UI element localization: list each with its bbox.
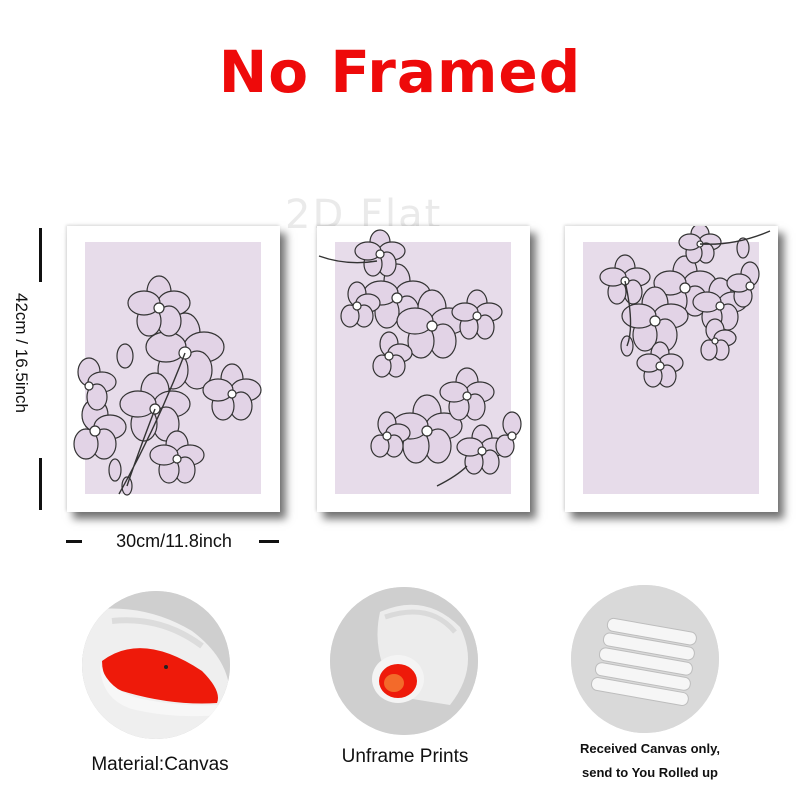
width-dimension-line-right xyxy=(259,540,279,543)
panel-right xyxy=(565,226,778,512)
caption-unframe: Unframe Prints xyxy=(341,746,469,767)
panel-middle xyxy=(317,226,530,512)
orchid-cluster-icon xyxy=(318,229,522,494)
caption-rolled-line2: send to You Rolled up xyxy=(581,765,719,780)
rolled-tubes-icon xyxy=(571,585,719,733)
rolled-canvas-icon xyxy=(82,591,230,739)
panel-left xyxy=(67,226,280,512)
page-title: No Framed xyxy=(218,38,582,106)
height-dimension-line-bottom xyxy=(39,458,42,510)
caption-rolled-line1: Received Canvas only, xyxy=(580,741,720,756)
width-dimension-line-left xyxy=(66,540,82,543)
caption-material: Material:Canvas xyxy=(91,754,229,775)
orchid-cluster-icon xyxy=(583,226,771,494)
height-dimension-label: 42cm / 16.5inch xyxy=(12,293,31,414)
height-dimension-line-top xyxy=(39,228,42,282)
canvas-roll-icon xyxy=(330,587,478,735)
orchid-branch-icon xyxy=(73,242,262,496)
width-dimension: 30cm/11.8inch xyxy=(66,528,282,554)
width-dimension-label: 30cm/11.8inch xyxy=(116,531,232,551)
